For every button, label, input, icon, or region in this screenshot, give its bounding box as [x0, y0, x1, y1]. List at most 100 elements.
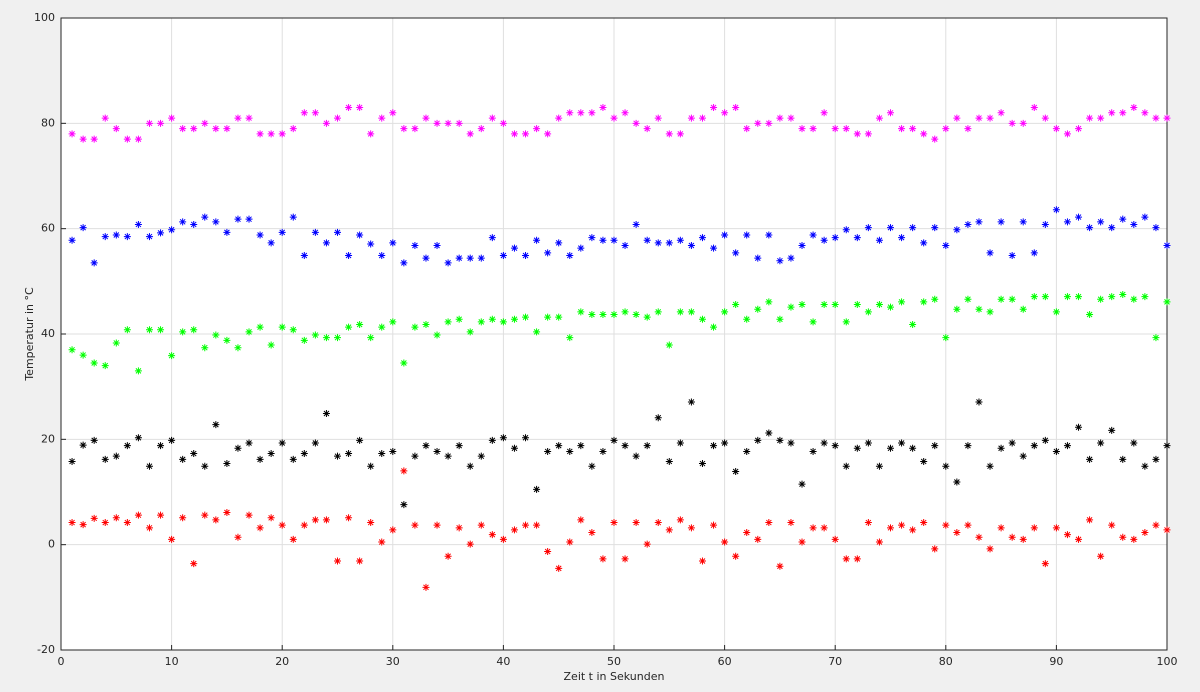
data-point — [1119, 291, 1127, 298]
data-point — [322, 410, 330, 418]
data-point — [997, 109, 1005, 117]
data-point — [820, 301, 828, 309]
data-point — [765, 429, 773, 437]
data-point — [367, 334, 375, 342]
data-point — [632, 119, 640, 127]
data-point — [145, 462, 153, 470]
data-point — [466, 328, 474, 336]
data-point — [887, 524, 894, 532]
data-point — [367, 519, 375, 527]
data-point — [1108, 293, 1116, 301]
data-point — [1108, 224, 1116, 232]
y-tick-label: 0 — [48, 538, 55, 551]
data-point — [488, 114, 496, 122]
data-point — [1086, 311, 1094, 319]
data-point — [289, 455, 297, 463]
data-point — [455, 119, 463, 127]
x-tick-label: 10 — [165, 655, 179, 668]
data-point — [400, 501, 408, 509]
data-point — [964, 521, 972, 529]
data-point — [123, 442, 131, 450]
data-point — [698, 460, 706, 468]
data-point — [732, 104, 740, 112]
data-point — [455, 442, 463, 450]
data-point — [599, 104, 607, 112]
data-point — [798, 538, 806, 546]
data-point — [1086, 516, 1094, 524]
data-point — [422, 321, 430, 329]
data-point — [400, 259, 408, 267]
data-point — [698, 114, 706, 122]
data-point — [466, 540, 474, 548]
data-point — [168, 114, 176, 122]
data-point — [1130, 295, 1138, 303]
data-point — [864, 519, 872, 527]
data-point — [212, 421, 220, 429]
data-point — [710, 104, 718, 112]
data-point — [665, 457, 673, 465]
data-point — [300, 252, 308, 260]
data-point — [864, 308, 872, 316]
data-point — [1041, 436, 1049, 444]
data-point — [787, 519, 795, 527]
data-point — [754, 535, 762, 543]
data-point — [522, 252, 530, 260]
data-point — [522, 434, 530, 442]
data-point — [1130, 439, 1138, 447]
data-point — [101, 114, 109, 122]
data-point — [322, 334, 330, 342]
data-point — [654, 414, 662, 422]
data-point — [79, 441, 87, 449]
data-point — [610, 236, 618, 244]
data-point — [964, 220, 972, 228]
data-point — [555, 239, 563, 247]
data-point — [466, 254, 474, 262]
data-point — [986, 308, 994, 316]
data-point — [721, 231, 729, 239]
data-point — [488, 531, 496, 539]
data-point — [632, 519, 640, 527]
data-point — [278, 228, 286, 236]
data-point — [743, 447, 751, 455]
data-point — [345, 450, 353, 458]
data-point — [157, 119, 165, 127]
data-point — [632, 311, 640, 319]
data-point — [1097, 552, 1105, 560]
data-point — [1152, 114, 1160, 122]
y-axis-label: Temperatur in °C — [23, 287, 36, 382]
data-point — [201, 344, 209, 352]
data-point — [654, 519, 662, 527]
data-point — [820, 109, 828, 117]
data-point — [123, 233, 131, 241]
data-point — [864, 224, 872, 232]
data-point — [1097, 114, 1105, 122]
data-point — [986, 462, 994, 470]
data-point — [90, 259, 98, 267]
data-point — [610, 311, 618, 319]
data-point — [488, 436, 496, 444]
data-point — [776, 315, 784, 323]
data-point — [687, 524, 695, 532]
data-point — [975, 218, 983, 226]
data-point — [864, 439, 872, 447]
data-point — [555, 114, 563, 122]
data-point — [157, 442, 165, 450]
data-point — [887, 444, 894, 452]
data-point — [643, 540, 651, 548]
data-point — [698, 234, 706, 242]
data-point — [809, 524, 817, 532]
data-point — [853, 301, 861, 309]
data-point — [433, 447, 441, 455]
data-point — [533, 125, 541, 133]
data-point — [179, 218, 187, 226]
data-point — [909, 526, 917, 534]
data-point — [389, 109, 397, 117]
data-point — [1063, 442, 1071, 450]
data-point — [278, 439, 286, 447]
y-tick-label: 60 — [41, 222, 55, 235]
data-point — [289, 125, 297, 133]
data-point — [179, 328, 187, 336]
data-point — [853, 234, 861, 242]
x-tick-label: 50 — [607, 655, 621, 668]
